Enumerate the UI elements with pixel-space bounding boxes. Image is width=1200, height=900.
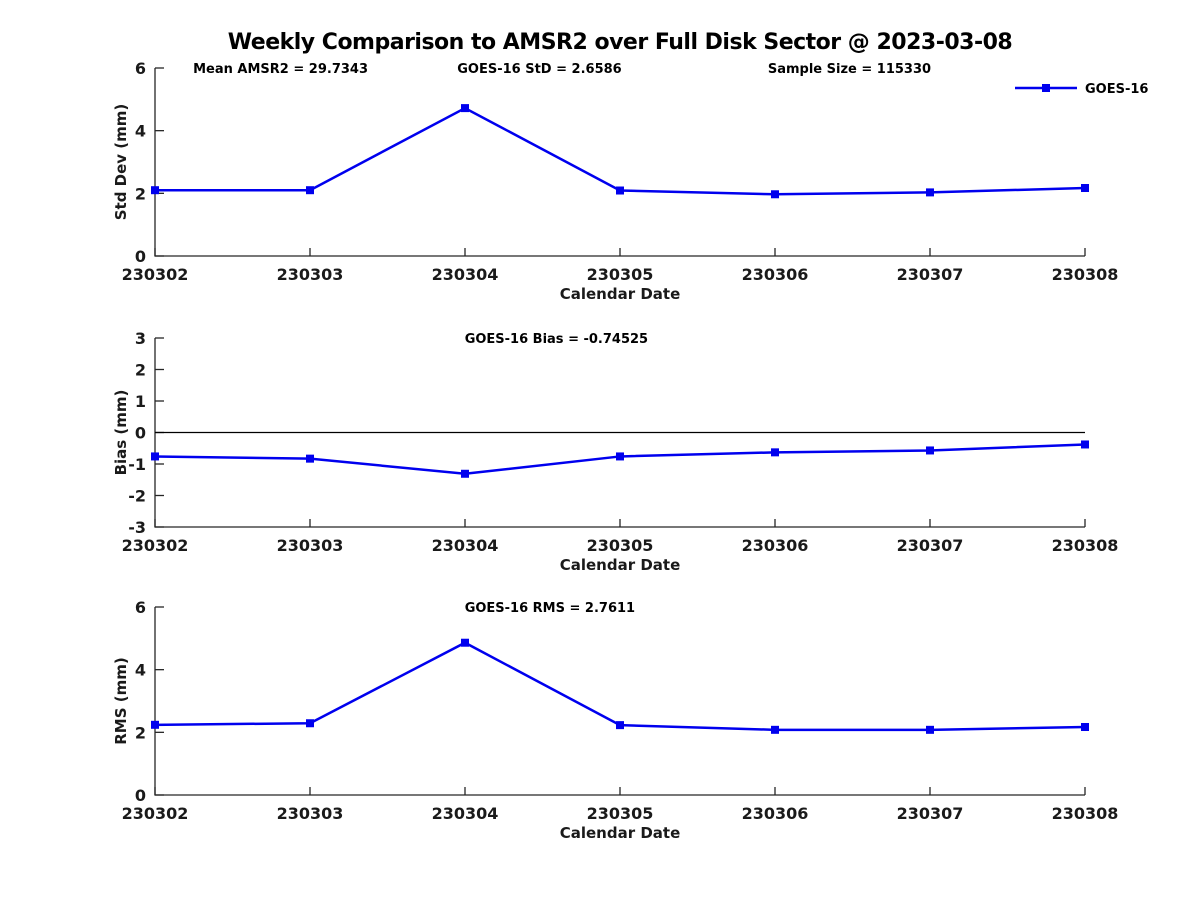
data-point-marker xyxy=(306,186,314,195)
x-tick-label: 230305 xyxy=(587,536,654,555)
axis-lines xyxy=(154,68,1085,257)
axis-lines xyxy=(154,607,1085,796)
data-point-marker xyxy=(461,104,469,113)
x-tick-label: 230308 xyxy=(1052,265,1119,284)
y-tick-label: -1 xyxy=(128,455,146,474)
y-tick-label: -3 xyxy=(128,518,146,537)
x-tick-label: 230302 xyxy=(122,536,189,555)
data-point-marker xyxy=(1081,440,1089,449)
data-point-marker xyxy=(771,725,779,734)
x-tick-label: 230302 xyxy=(122,804,189,823)
data-point-marker xyxy=(616,186,624,195)
data-point-marker xyxy=(151,452,159,461)
y-axis-label: Std Dev (mm) xyxy=(112,104,130,221)
y-tick-label: 4 xyxy=(135,122,146,141)
x-tick-label: 230306 xyxy=(742,536,809,555)
data-point-marker xyxy=(151,720,159,729)
y-tick-label: 0 xyxy=(135,247,146,266)
x-axis-label: Calendar Date xyxy=(560,556,681,574)
x-tick-label: 230307 xyxy=(897,265,964,284)
x-tick-label: 230305 xyxy=(587,804,654,823)
figure-title: Weekly Comparison to AMSR2 over Full Dis… xyxy=(227,30,1013,55)
plot-annotation: Mean AMSR2 = 29.7343 xyxy=(193,62,368,77)
legend-label: GOES-16 xyxy=(1085,82,1148,97)
data-point-marker xyxy=(461,469,469,478)
data-line-GOES-16 xyxy=(154,641,1086,732)
plot-annotation: GOES-16 Bias = -0.74525 xyxy=(465,332,648,347)
plot-annotation: GOES-16 StD = 2.6586 xyxy=(457,62,621,77)
data-point-marker xyxy=(926,446,934,455)
x-tick-label: 230308 xyxy=(1052,536,1119,555)
y-tick-label: 6 xyxy=(135,598,146,617)
x-tick-label: 230303 xyxy=(277,804,344,823)
plot-annotation: Sample Size = 115330 xyxy=(768,62,931,77)
data-point-marker xyxy=(306,454,314,463)
y-axis-label: Bias (mm) xyxy=(112,390,130,476)
legend-marker xyxy=(1042,84,1050,92)
x-tick-label: 230304 xyxy=(432,265,499,284)
y-tick-label: 0 xyxy=(135,424,146,443)
data-point-marker xyxy=(151,186,159,195)
x-tick-label: 230306 xyxy=(742,265,809,284)
data-line-GOES-16 xyxy=(155,106,1086,196)
x-tick-label: 230308 xyxy=(1052,804,1119,823)
y-tick-label: 6 xyxy=(135,59,146,78)
data-point-marker xyxy=(616,721,624,730)
data-point-marker xyxy=(461,638,469,647)
data-point-marker xyxy=(771,190,779,199)
data-point-marker xyxy=(306,719,314,728)
data-point-marker xyxy=(926,725,934,734)
x-tick-label: 230303 xyxy=(277,536,344,555)
data-point-marker xyxy=(926,188,934,197)
x-tick-label: 230303 xyxy=(277,265,344,284)
y-tick-label: 4 xyxy=(135,661,146,680)
x-tick-label: 230305 xyxy=(587,265,654,284)
y-tick-label: -2 xyxy=(128,487,146,506)
x-tick-label: 230307 xyxy=(897,536,964,555)
y-axis-label: RMS (mm) xyxy=(112,657,130,744)
x-axis-label: Calendar Date xyxy=(560,824,681,842)
plot-annotation: GOES-16 RMS = 2.7611 xyxy=(465,601,635,616)
y-tick-label: 2 xyxy=(135,184,146,203)
y-tick-label: 2 xyxy=(135,361,146,380)
data-point-marker xyxy=(616,452,624,461)
y-tick-label: 0 xyxy=(135,786,146,805)
x-tick-label: 230302 xyxy=(122,265,189,284)
rms-plot: 0 2 4 6 230302 230303 230304 230305 230306 230307… xyxy=(112,598,1118,842)
std-dev-plot: 0 2 4 6 230302 230303 230304 230305 230306 230307… xyxy=(112,59,1148,303)
x-axis-label: Calendar Date xyxy=(560,285,681,303)
x-tick-label: 230307 xyxy=(897,804,964,823)
data-point-marker xyxy=(1081,723,1089,732)
x-tick-label: 230306 xyxy=(742,804,809,823)
data-point-marker xyxy=(771,448,779,457)
x-tick-label: 230304 xyxy=(432,536,499,555)
data-point-marker xyxy=(1081,184,1089,193)
y-tick-label: 3 xyxy=(135,329,146,348)
y-tick-label: 2 xyxy=(135,723,146,742)
y-tick-label: 1 xyxy=(135,392,146,411)
x-tick-label: 230304 xyxy=(432,804,499,823)
